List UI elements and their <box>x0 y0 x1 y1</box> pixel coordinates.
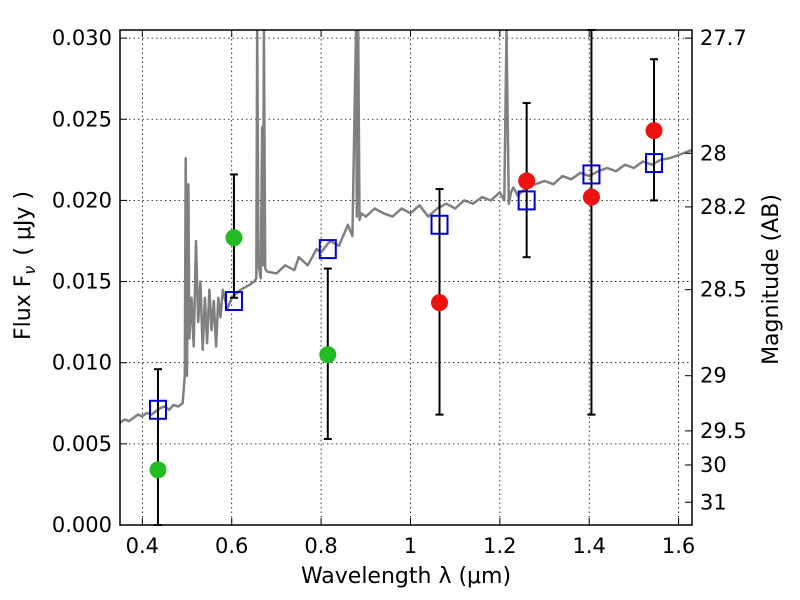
y2-tick-label: 30 <box>700 453 727 477</box>
x-tick-label: 0.6 <box>215 534 248 558</box>
y-tick-label: 0.010 <box>52 351 112 375</box>
model-photometry-square <box>430 214 449 235</box>
y2-tick-label: 31 <box>700 490 727 514</box>
y-axis-title-units: ( μJy ) <box>11 191 36 256</box>
y2-axis-title: Magnitude (AB) <box>759 194 784 365</box>
x-tick-label: 1.6 <box>662 534 695 558</box>
observed-point <box>225 229 243 247</box>
spectrum-line <box>120 30 692 424</box>
y-axis-title-subscript: ν <box>20 266 39 275</box>
x-tick-label: 1 <box>404 534 417 558</box>
y-axis-title: Flux Fν ( μJy ) <box>11 191 39 340</box>
observed-point <box>518 172 536 190</box>
y-tick-label: 0.015 <box>52 270 112 294</box>
x-tick-label: 1.2 <box>483 534 516 558</box>
model-photometry-square <box>318 239 337 260</box>
x-tick-label: 1.4 <box>573 534 606 558</box>
y-tick-label: 0.025 <box>52 107 112 131</box>
plot-frame <box>119 29 693 526</box>
y-tick-label: 0.005 <box>52 432 112 456</box>
observed-point <box>645 122 663 140</box>
y2-tick-label: 28.5 <box>700 278 747 302</box>
spectrum-layer <box>120 30 692 424</box>
y-tick-label: 0.000 <box>52 513 112 537</box>
x-tick-label: 0.8 <box>304 534 337 558</box>
y2-tick-label: 28.2 <box>700 195 747 219</box>
tick-layer: 0.4 0.6 0.8 1 1.2 1.4 1.6 0.000 0.005 0.010 0.015 0… <box>52 26 747 558</box>
observed-point <box>319 346 337 364</box>
y2-tick-label: 28 <box>700 141 727 165</box>
errorbar-layer <box>153 29 659 526</box>
y-axis-title-main: Flux F <box>11 275 36 340</box>
x-axis-title: Wavelength λ (μm) <box>301 564 511 589</box>
x-tick-label: 0.4 <box>126 534 159 558</box>
observed-point <box>149 461 167 479</box>
observed-point <box>431 294 449 312</box>
model-photometry-square <box>148 399 167 420</box>
marker-layer <box>148 122 664 479</box>
y2-tick-label: 29.5 <box>700 419 747 443</box>
observed-point <box>582 188 600 206</box>
model-photometry-square <box>582 164 601 185</box>
y-tick-label: 0.020 <box>52 188 112 212</box>
y2-tick-label: 29 <box>700 364 727 388</box>
grid <box>120 30 692 526</box>
model-photometry-square <box>224 291 243 312</box>
y-tick-label: 0.030 <box>52 26 112 50</box>
y2-tick-label: 27.7 <box>700 26 747 50</box>
model-photometry-square <box>517 190 536 211</box>
model-photometry-square <box>645 153 664 174</box>
